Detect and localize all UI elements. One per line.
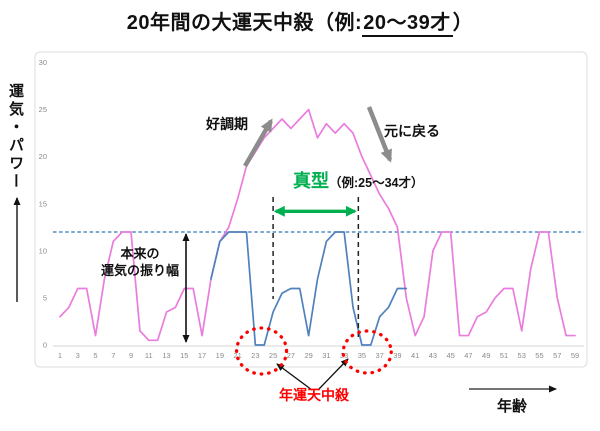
x-tick-label: 51: [500, 351, 508, 360]
title-suffix: ）: [452, 12, 474, 34]
x-tick-label: 3: [76, 351, 80, 360]
title-prefix: 20年間の大運天中殺（例:: [126, 12, 363, 34]
x-tick-label: 39: [393, 351, 401, 360]
title-underlined-range: 20～39才: [362, 12, 453, 37]
true-type-label: 真型 （例:25～34才）: [293, 167, 423, 193]
x-tick-label: 57: [553, 351, 561, 360]
y-axis-label: 運気・パワー: [7, 83, 24, 191]
y-tick-label: 10: [39, 246, 47, 255]
x-tick-label: 49: [482, 351, 490, 360]
x-tick-label: 37: [375, 351, 383, 360]
y-tick-label: 0: [43, 341, 47, 350]
x-tick-label: 55: [535, 351, 543, 360]
tenchusatsu-circle-icon: [234, 326, 289, 376]
x-tick-label: 25: [269, 351, 277, 360]
y-tick-label: 15: [39, 199, 47, 208]
x-tick-label: 13: [162, 351, 170, 360]
pointer-arrow-right-icon: [317, 358, 349, 391]
x-tick-label: 47: [464, 351, 472, 360]
y-tick-label: 30: [39, 58, 47, 67]
x-tick-label: 1: [58, 351, 62, 360]
x-tick-label: 15: [180, 351, 188, 360]
x-tick-label: 19: [216, 351, 224, 360]
y-tick-label: 5: [43, 293, 47, 302]
x-tick-label: 45: [447, 351, 455, 360]
page-title: 20年間の大運天中殺（例:20～39才）: [0, 6, 600, 37]
blue-line: [210, 231, 408, 346]
x-tick-label: 53: [518, 351, 526, 360]
data-lines: [53, 108, 584, 346]
rising-trend-arrow-icon: [243, 118, 273, 168]
x-tick-label: 41: [411, 351, 419, 360]
x-tick-label: 43: [429, 351, 437, 360]
true-type-example: （例:25～34才）: [329, 176, 424, 190]
x-tick-label: 7: [111, 351, 115, 360]
x-tick-label: 35: [358, 351, 366, 360]
normal-range-label: 本来の 運気の振り幅: [90, 245, 190, 279]
true-type-text: 真型: [293, 171, 329, 191]
x-tick-label: 21: [233, 351, 241, 360]
pink-line: [59, 108, 576, 342]
x-tick-label: 29: [304, 351, 312, 360]
x-tick-label: 31: [322, 351, 330, 360]
annual-tenchusatsu-label: 年運天中殺: [279, 387, 349, 403]
x-axis-label: 年齢: [497, 398, 528, 415]
x-tick-label: 5: [93, 351, 97, 360]
annotation-shapes: [13, 106, 557, 393]
x-tick-label: 17: [198, 351, 206, 360]
good-period-label: 好調期: [206, 116, 248, 132]
y-tick-label: 20: [39, 152, 47, 161]
tenchusatsu-circle-icon: [341, 329, 393, 375]
normal-range-line1: 本来の: [120, 246, 160, 261]
pointer-arrow-left-icon: [276, 363, 313, 391]
falling-trend-arrow-icon: [366, 106, 393, 163]
x-tick-label: 59: [571, 351, 579, 360]
x-tick-label: 9: [129, 351, 133, 360]
return-to-normal-label: 元に戻る: [384, 123, 440, 139]
x-tick-label: 27: [287, 351, 295, 360]
y-tick-label: 25: [39, 105, 47, 114]
x-tick-label: 23: [251, 351, 259, 360]
normal-range-line2: 運気の振り幅: [100, 263, 179, 278]
x-tick-label: 11: [145, 351, 153, 360]
